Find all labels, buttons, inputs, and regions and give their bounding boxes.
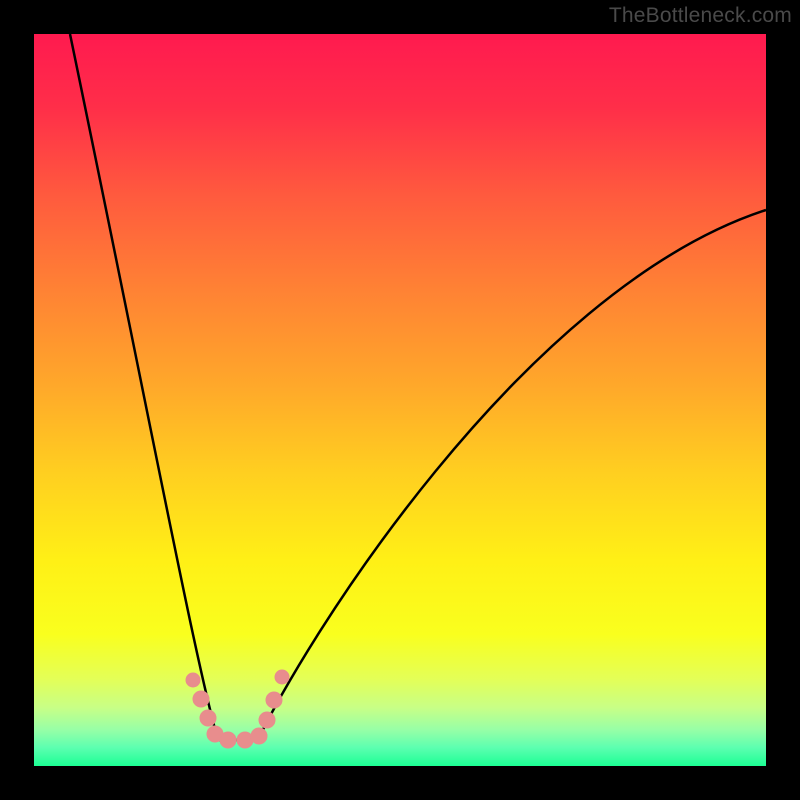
optimal-marker (186, 673, 200, 687)
optimal-marker (259, 712, 275, 728)
chart-container: TheBottleneck.com (0, 0, 800, 800)
optimal-marker (220, 732, 236, 748)
optimal-marker (251, 728, 267, 744)
optimal-marker (266, 692, 282, 708)
optimal-marker (275, 670, 289, 684)
optimal-marker (237, 732, 253, 748)
optimal-marker (193, 691, 209, 707)
watermark-text: TheBottleneck.com (609, 4, 792, 28)
optimal-marker (200, 710, 216, 726)
bottleneck-chart (0, 0, 800, 800)
